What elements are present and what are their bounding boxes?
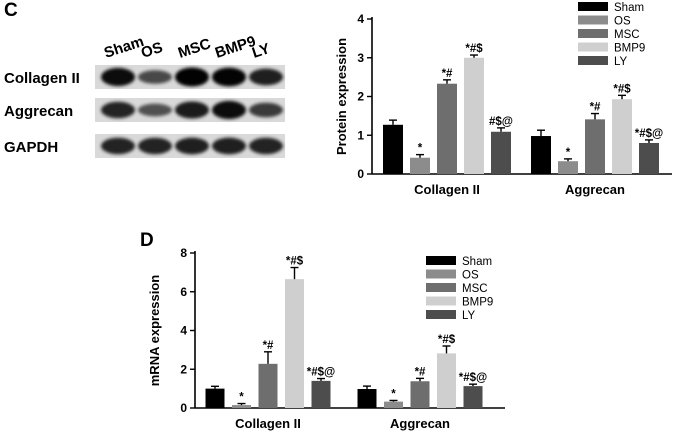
significance-label-bmp9-collagen-ii: *#$ [465, 43, 483, 55]
legend-label-msc: MSC [614, 29, 640, 41]
blot-row-label-gapdh: GAPDH [4, 139, 58, 156]
bar-sham-collagen-ii [383, 124, 403, 174]
category-label-aggrecan: Aggrecan [390, 416, 450, 431]
blot-band-aggrecan-ly [249, 102, 283, 118]
significance-label-msc-aggrecan: *# [590, 102, 601, 114]
blot-band-gapdh-sham [101, 137, 135, 155]
category-label-collagen-ii: Collagen II [235, 416, 301, 431]
blot-band-aggrecan-bmp9 [212, 100, 246, 120]
blot-band-collagen-ii-sham [101, 67, 135, 87]
blot-band-aggrecan-sham [101, 101, 135, 119]
legend-label-ly: LY [614, 56, 628, 68]
significance-label-ly-aggrecan: *#$@ [459, 372, 487, 384]
blot-band-aggrecan-os [138, 103, 172, 117]
bar-msc-aggrecan [585, 119, 605, 174]
legend-swatch-bmp9 [426, 296, 456, 306]
significance-label-ly-collagen-ii: #$@ [489, 116, 513, 128]
significance-label-msc-aggrecan: *# [415, 366, 426, 378]
legend-swatch-msc [426, 283, 456, 292]
legend-swatch-sham [426, 256, 456, 265]
bar-sham-aggrecan [531, 136, 551, 174]
y-tick-label: 6 [180, 285, 187, 299]
y-tick-label: 4 [357, 12, 364, 26]
legend-label-sham: Sham [614, 2, 644, 14]
lane-label-ly: LY [250, 40, 272, 62]
y-axis-label: Protein expression [334, 38, 349, 155]
blot-band-gapdh-bmp9 [212, 137, 246, 155]
y-tick-label: 0 [357, 167, 364, 181]
blot-band-collagen-ii-os [138, 70, 172, 84]
significance-label-os-aggrecan: * [391, 388, 396, 400]
blot-band-gapdh-ly [249, 137, 283, 155]
legend-label-sham: Sham [462, 256, 492, 268]
panel-d-letter: D [140, 230, 154, 251]
legend-swatch-msc [578, 29, 608, 38]
bar-os-collagen-ii [410, 157, 430, 174]
significance-label-os-aggrecan: * [566, 147, 571, 159]
blot-row-label-collagen-ii: Collagen II [4, 70, 80, 87]
bar-ly-collagen-ii [311, 380, 331, 408]
bar-bmp9-collagen-ii [464, 57, 484, 174]
legend-label-bmp9: BMP9 [462, 297, 493, 309]
bar-ly-aggrecan [463, 386, 483, 408]
legend-label-msc: MSC [462, 283, 488, 295]
blot-row-label-aggrecan: Aggrecan [4, 103, 73, 120]
blot-band-aggrecan-msc [175, 101, 209, 119]
bar-sham-collagen-ii [205, 388, 225, 408]
blot-band-collagen-ii-bmp9 [212, 67, 246, 87]
legend-label-os: OS [614, 16, 631, 28]
protein-expression-chart: 0 1 2 3 4 Protein expression * *# *#$ #$@ Collagen… [334, 2, 672, 197]
bar-msc-collagen-ii [437, 83, 457, 174]
significance-label-ly-aggrecan: *#$@ [635, 128, 663, 140]
bar-os-aggrecan [558, 161, 578, 174]
bar-sham-aggrecan [357, 389, 377, 408]
significance-label-os-collagen-ii: * [418, 143, 423, 155]
significance-label-os-collagen-ii: * [239, 392, 244, 404]
significance-label-bmp9-collagen-ii: *#$ [286, 256, 304, 268]
bar-ly-aggrecan [639, 143, 659, 174]
bar-msc-aggrecan [410, 381, 430, 408]
bar-bmp9-aggrecan [612, 99, 632, 174]
significance-label-msc-collagen-ii: *# [263, 340, 274, 352]
significance-label-bmp9-aggrecan: *#$ [438, 334, 456, 346]
y-tick-label: 8 [180, 246, 187, 260]
y-tick-label: 2 [180, 362, 187, 376]
blot-band-gapdh-os [138, 137, 172, 155]
legend-label-os: OS [462, 270, 479, 282]
y-tick-label: 4 [180, 324, 187, 338]
legend-swatch-os [426, 269, 456, 279]
category-label-collagen-ii: Collagen II [414, 182, 480, 197]
y-tick-label: 1 [357, 128, 364, 142]
legend-swatch-ly [426, 310, 456, 319]
bar-bmp9-collagen-ii [285, 279, 304, 408]
y-tick-label: 2 [357, 90, 364, 104]
legend-label-bmp9: BMP9 [614, 43, 645, 55]
lane-label-os: OS [139, 39, 165, 62]
blot-band-collagen-ii-ly [249, 68, 283, 86]
significance-label-bmp9-aggrecan: *#$ [613, 83, 631, 95]
legend-swatch-ly [578, 56, 608, 65]
blot-band-gapdh-msc [175, 137, 209, 155]
bar-ly-collagen-ii [491, 131, 511, 174]
y-tick-label: 3 [357, 51, 364, 65]
legend-swatch-sham [578, 2, 608, 11]
significance-label-msc-collagen-ii: *# [442, 68, 453, 80]
panel-c-letter: C [4, 0, 18, 21]
bar-os-aggrecan [384, 401, 403, 408]
legend-swatch-bmp9 [578, 42, 608, 52]
y-tick-label: 0 [180, 401, 187, 415]
legend-swatch-os [578, 15, 608, 25]
bar-bmp9-aggrecan [437, 353, 456, 408]
bar-os-collagen-ii [232, 405, 251, 408]
bar-msc-collagen-ii [258, 363, 278, 408]
blot-band-collagen-ii-msc [175, 67, 209, 87]
legend-label-ly: LY [462, 310, 476, 322]
category-label-aggrecan: Aggrecan [565, 182, 625, 197]
y-axis-label: mRNA expression [147, 275, 162, 387]
significance-label-ly-collagen-ii: *#$@ [307, 367, 335, 379]
